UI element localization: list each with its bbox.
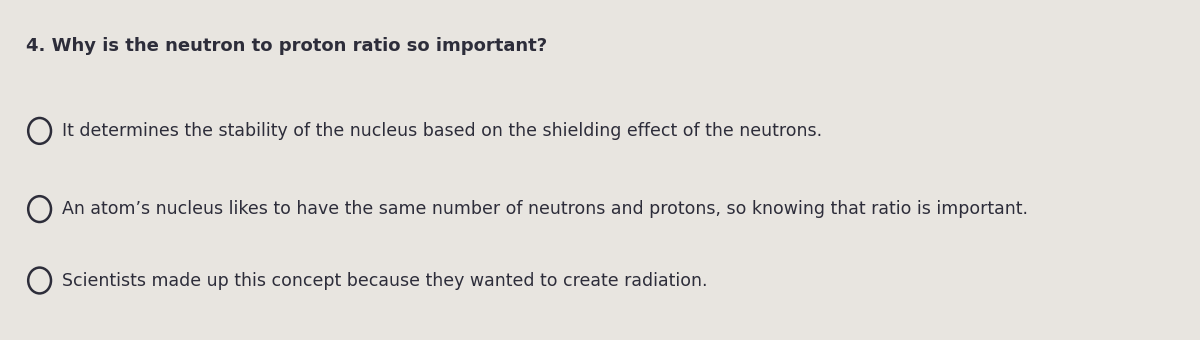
Text: Scientists made up this concept because they wanted to create radiation.: Scientists made up this concept because …	[62, 272, 708, 289]
Text: It determines the stability of the nucleus based on the shielding effect of the : It determines the stability of the nucle…	[62, 122, 822, 140]
Text: 4. Why is the neutron to proton ratio so important?: 4. Why is the neutron to proton ratio so…	[26, 37, 547, 55]
Text: An atom’s nucleus likes to have the same number of neutrons and protons, so know: An atom’s nucleus likes to have the same…	[62, 200, 1028, 218]
